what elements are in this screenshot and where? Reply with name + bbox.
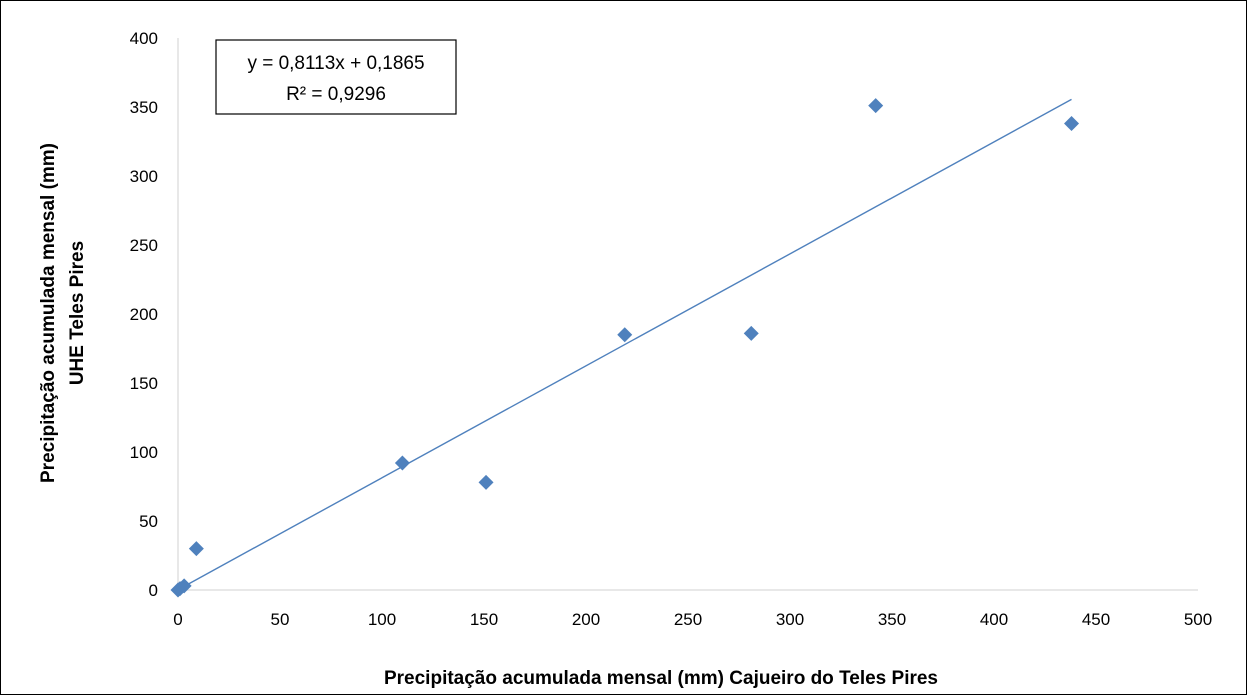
y-tick-label: 100: [130, 443, 158, 462]
data-point: [617, 327, 633, 343]
data-point: [868, 98, 884, 114]
x-tick-label: 500: [1184, 610, 1212, 629]
data-point: [1064, 116, 1080, 132]
x-axis-title: Precipitação acumulada mensal (mm) Cajue…: [384, 668, 938, 689]
x-tick-label: 50: [271, 610, 290, 629]
x-tick-label: 450: [1082, 610, 1110, 629]
y-tick-label: 50: [139, 512, 158, 531]
x-tick-label: 0: [173, 610, 182, 629]
equation-box-border: [215, 39, 457, 115]
trendline-equation: y = 0,8113x + 0,1865: [247, 53, 424, 74]
x-tick-label: 150: [470, 610, 498, 629]
y-tick-label: 0: [149, 581, 158, 600]
data-point: [478, 474, 494, 490]
y-tick-label: 250: [130, 236, 158, 255]
trendline: [177, 98, 1072, 591]
equation-box: y = 0,8113x + 0,1865 R² = 0,9296: [215, 39, 457, 115]
data-point: [176, 578, 192, 594]
y-axis-title-line-1: Precipitação acumulada mensal (mm): [38, 143, 59, 483]
data-points: [170, 98, 1080, 598]
y-tick-label: 200: [130, 305, 158, 324]
y-tick-label: 400: [130, 29, 158, 48]
x-tick-label: 350: [878, 610, 906, 629]
data-point: [188, 541, 204, 557]
axes: [177, 38, 1198, 591]
x-tick-label: 200: [572, 610, 600, 629]
y-tick-label: 150: [130, 374, 158, 393]
tick-labels: 0 50 100 150 200 250 300 350 400 450 500 0 50 100 150 2…: [130, 29, 1213, 629]
r-squared-label: R² = 0,9296: [286, 84, 386, 105]
x-tick-label: 100: [368, 610, 396, 629]
x-tick-label: 300: [776, 610, 804, 629]
x-tick-label: 400: [980, 610, 1008, 629]
data-point: [743, 325, 759, 341]
y-axis-title-line-2: UHE Teles Pires: [67, 241, 88, 385]
y-tick-label: 300: [130, 167, 158, 186]
y-tick-label: 350: [130, 98, 158, 117]
data-point: [394, 455, 410, 471]
trendline-layer: [177, 98, 1072, 591]
x-tick-label: 250: [674, 610, 702, 629]
